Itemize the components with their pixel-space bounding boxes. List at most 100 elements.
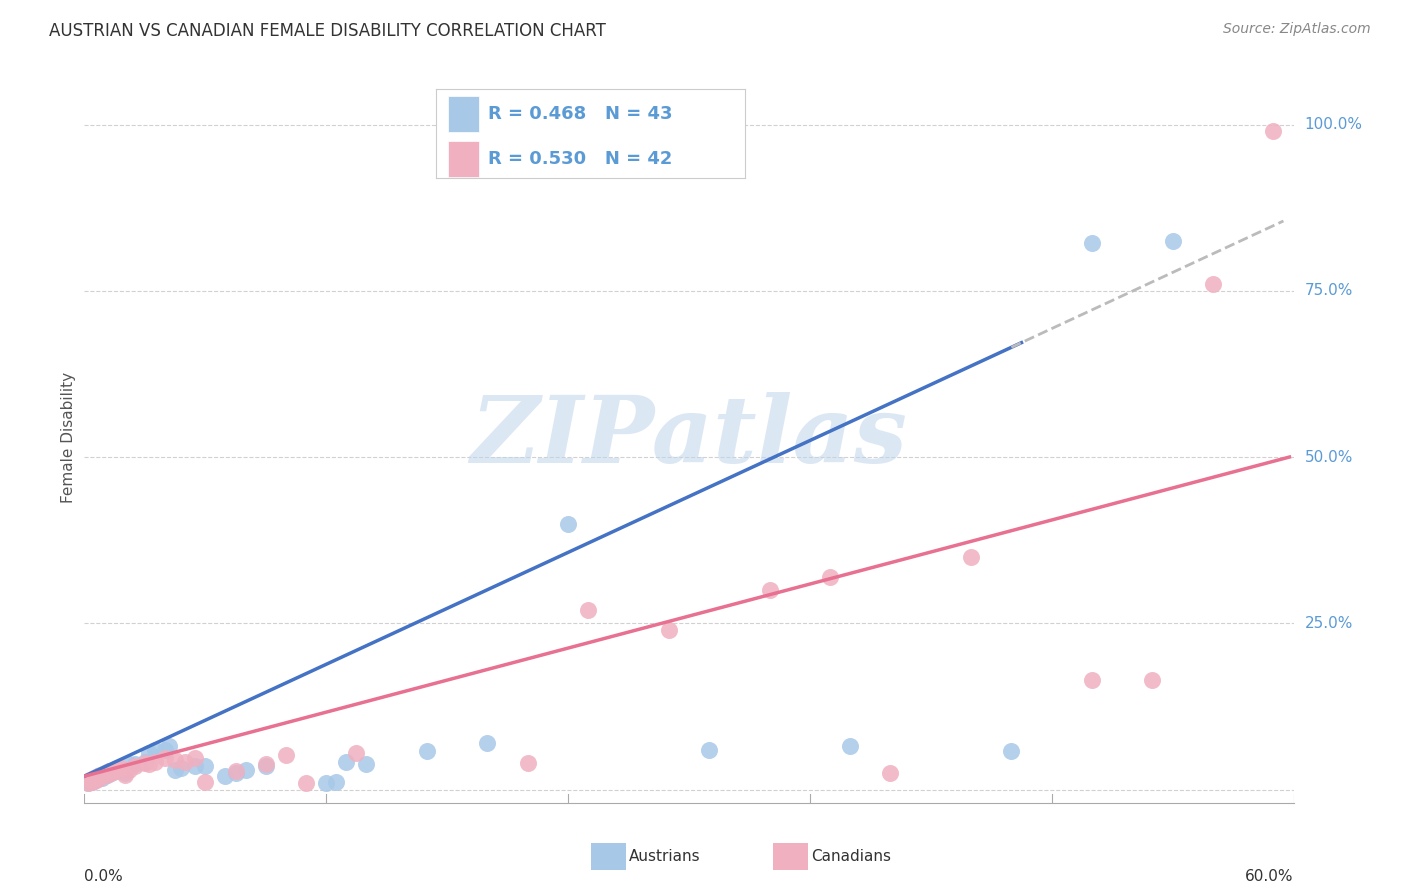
Point (79, 772, 101, 787)
Point (1000, 744, 1022, 758)
Point (274, 747, 297, 762)
Point (184, 750, 207, 764)
Point (174, 755, 197, 769)
Point (1081, 235, 1104, 250)
Text: 0.0%: 0.0% (84, 870, 124, 884)
Point (105, 764, 128, 778)
Point (89, 771, 111, 785)
Point (93, 765, 115, 780)
Text: Source: ZipAtlas.com: Source: ZipAtlas.com (1223, 22, 1371, 37)
Point (79, 772, 101, 787)
Text: 100.0%: 100.0% (1305, 117, 1362, 132)
Point (165, 753, 187, 767)
Point (818, 570, 841, 584)
Point (153, 742, 176, 756)
Point (225, 765, 247, 780)
Point (118, 757, 141, 772)
Point (100, 765, 122, 780)
Point (157, 739, 180, 754)
Point (346, 746, 368, 760)
Text: 60.0%: 60.0% (1246, 870, 1294, 884)
Text: AUSTRIAN VS CANADIAN FEMALE DISABILITY CORRELATION CHART: AUSTRIAN VS CANADIAN FEMALE DISABILITY C… (49, 22, 606, 40)
Text: R = 0.468   N = 43: R = 0.468 N = 43 (488, 105, 673, 123)
Point (83, 771, 105, 785)
Point (96, 768, 118, 782)
Point (101, 763, 124, 777)
Point (416, 744, 439, 758)
Text: 75.0%: 75.0% (1305, 284, 1353, 298)
Point (225, 764, 247, 778)
Point (143, 755, 166, 769)
Point (194, 774, 217, 789)
Point (960, 549, 983, 564)
Point (104, 764, 127, 778)
Point (1161, 234, 1184, 248)
Point (153, 750, 176, 764)
Point (254, 759, 277, 773)
Point (214, 769, 236, 783)
Point (100, 765, 122, 780)
Point (87, 769, 110, 783)
Point (82, 774, 104, 789)
Point (134, 755, 156, 769)
Point (184, 759, 207, 773)
Point (77, 776, 100, 790)
Point (143, 742, 166, 756)
Point (356, 757, 378, 772)
FancyBboxPatch shape (449, 141, 479, 177)
Point (138, 757, 160, 772)
Point (124, 757, 146, 772)
Point (105, 761, 128, 775)
Point (1263, 124, 1285, 138)
Point (110, 761, 132, 775)
Point (758, 582, 780, 597)
Point (91, 771, 114, 785)
Point (658, 623, 681, 637)
Point (97, 764, 120, 778)
Point (516, 756, 538, 770)
Text: 25.0%: 25.0% (1305, 615, 1353, 631)
Text: ZIPatlas: ZIPatlas (471, 392, 907, 482)
Point (165, 763, 187, 777)
Point (82, 774, 104, 789)
Text: Canadians: Canadians (811, 849, 891, 863)
Point (1081, 673, 1104, 687)
Point (1142, 673, 1164, 687)
Point (104, 763, 127, 777)
Point (335, 755, 357, 769)
Point (315, 776, 337, 790)
Point (77, 776, 100, 790)
Point (97, 764, 120, 778)
Point (134, 756, 156, 770)
Point (96, 768, 118, 782)
Point (86, 772, 108, 787)
Point (114, 768, 136, 782)
Point (86, 772, 108, 787)
Point (89, 768, 111, 782)
Point (879, 765, 901, 780)
Point (124, 759, 146, 773)
Point (477, 736, 499, 750)
Text: R = 0.530   N = 42: R = 0.530 N = 42 (488, 150, 673, 168)
Point (839, 739, 862, 754)
FancyBboxPatch shape (449, 96, 479, 132)
Text: Austrians: Austrians (628, 849, 700, 863)
Text: 50.0%: 50.0% (1305, 450, 1353, 465)
Point (118, 763, 141, 777)
Point (114, 765, 136, 780)
Point (93, 765, 115, 780)
Y-axis label: Female Disability: Female Disability (60, 371, 76, 503)
Point (87, 769, 110, 783)
Point (325, 774, 347, 789)
Point (83, 771, 105, 785)
Point (194, 759, 217, 773)
Point (91, 768, 114, 782)
Point (254, 757, 277, 772)
Point (170, 761, 193, 775)
Point (697, 742, 720, 756)
Point (576, 603, 599, 617)
Point (138, 746, 160, 760)
Point (1202, 277, 1225, 292)
Point (557, 516, 579, 531)
Point (235, 763, 257, 777)
